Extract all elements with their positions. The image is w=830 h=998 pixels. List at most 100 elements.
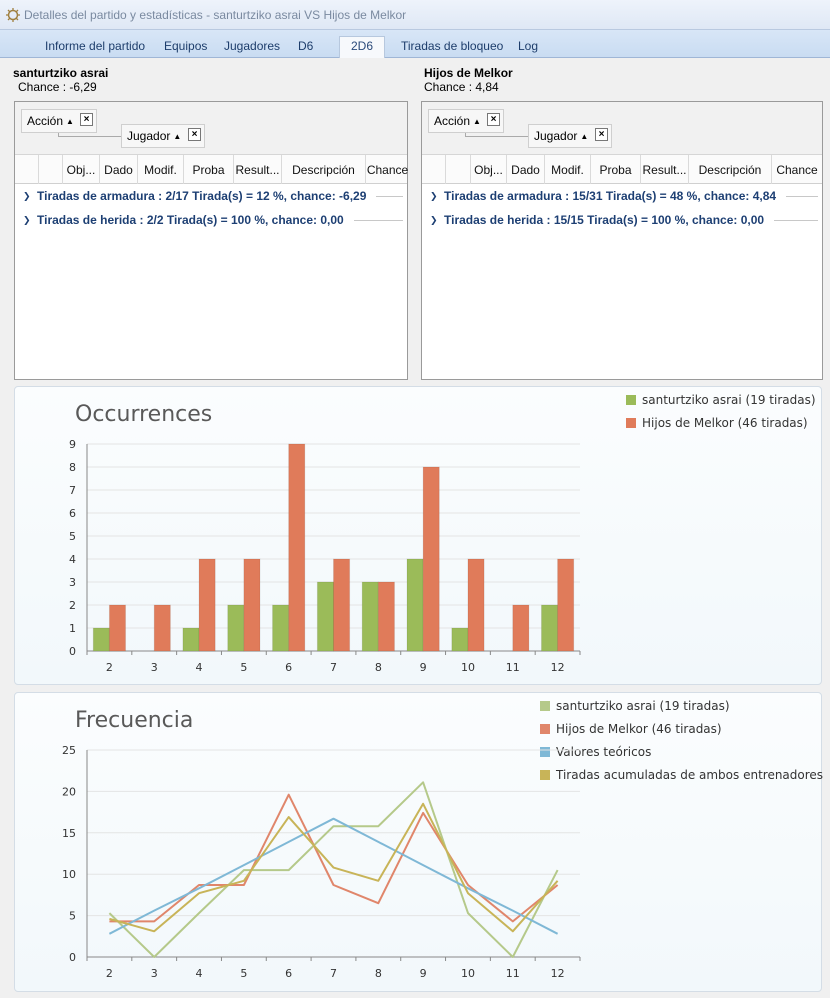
- x-tick-label: 10: [461, 661, 475, 674]
- group-row-armadura[interactable]: ❯ Tiradas de armadura : 15/31 Tirada(s) …: [422, 185, 822, 207]
- bar: [422, 466, 440, 652]
- legend-item: Tiradas acumuladas de ambos entrenadores: [540, 768, 823, 782]
- y-tick-label: 1: [69, 622, 76, 635]
- group-row-divider: [353, 219, 403, 221]
- tab-bar: Informe del partido Equipos Jugadores D6…: [0, 30, 830, 58]
- bar: [198, 558, 216, 652]
- group-chip-accion[interactable]: Acción ▲ ×: [428, 109, 504, 133]
- column-header-chance[interactable]: Chance: [776, 162, 818, 177]
- chevron-down-icon[interactable]: ❯: [430, 190, 438, 201]
- column-header-modif[interactable]: Modif.: [545, 155, 591, 184]
- group-row-divider: [774, 219, 818, 221]
- legend-swatch: [540, 747, 550, 757]
- legend-swatch: [626, 395, 636, 405]
- legend-swatch: [626, 418, 636, 428]
- close-icon[interactable]: ×: [487, 113, 500, 126]
- close-icon[interactable]: ×: [188, 128, 201, 141]
- sort-up-icon: ▲: [66, 116, 74, 126]
- column-header-obj[interactable]: Obj...: [471, 155, 507, 184]
- x-tick-label: 9: [420, 967, 427, 980]
- legend-swatch: [540, 701, 550, 711]
- chevron-down-icon[interactable]: ❯: [23, 190, 31, 201]
- team-name-away: Hijos de Melkor: [424, 66, 513, 80]
- group-row-herida[interactable]: ❯ Tiradas de herida : 15/15 Tirada(s) = …: [422, 209, 822, 231]
- bar: [377, 581, 395, 652]
- y-tick-label: 5: [69, 910, 76, 923]
- y-tick-label: 6: [69, 507, 76, 520]
- bar: [512, 604, 530, 652]
- legend-label: Hijos de Melkor (46 tiradas): [556, 722, 722, 736]
- column-header-row: Obj... Dado Modif. Proba Result... Descr…: [15, 155, 409, 184]
- y-tick-label: 4: [69, 553, 76, 566]
- occurrences-chart-panel: Occurrences santurtziko asrai (19 tirada…: [14, 386, 822, 685]
- column-header-dado[interactable]: Dado: [100, 155, 138, 184]
- column-header-row: Obj... Dado Modif. Proba Result... Descr…: [422, 155, 822, 184]
- x-tick-label: 11: [506, 661, 520, 674]
- frecuencia-chart: 0 5 10 15 20 25 2 3 4 5 6 7 8 9 10 11 12: [62, 744, 581, 980]
- group-row-armadura[interactable]: ❯ Tiradas de armadura : 2/17 Tirada(s) =…: [15, 185, 407, 207]
- y-tick-label: 9: [69, 438, 76, 451]
- bar: [108, 604, 127, 652]
- x-tick-label: 11: [506, 967, 520, 980]
- column-header-descripcion[interactable]: Descripción: [282, 155, 366, 184]
- bar: [540, 604, 559, 652]
- x-tick-label: 10: [461, 967, 475, 980]
- legend-item: santurtziko asrai (19 tiradas): [540, 699, 730, 713]
- legend-label: Tiradas acumuladas de ambos entrenadores: [556, 768, 824, 782]
- tab-equipos[interactable]: Equipos: [164, 39, 208, 53]
- group-row-divider: [786, 195, 818, 197]
- tab-log[interactable]: Log: [518, 39, 539, 53]
- team-chance-home: Chance : -6,29: [18, 80, 97, 94]
- tab-jugadores[interactable]: Jugadores: [224, 39, 281, 53]
- tab-tiradas-de-bloqueo[interactable]: Tiradas de bloqueo: [401, 39, 504, 53]
- legend-label: santurtziko asrai (19 tiradas): [642, 393, 816, 407]
- x-tick-label: 8: [375, 661, 382, 674]
- column-header-modif[interactable]: Modif.: [138, 155, 184, 184]
- column-indent: [422, 155, 446, 184]
- app-icon: [6, 7, 20, 22]
- column-header-proba[interactable]: Proba: [591, 155, 641, 184]
- window-title: Detalles del partido y estadísticas - sa…: [24, 7, 407, 22]
- team-chance-away: Chance : 4,84: [424, 80, 499, 94]
- series-line: [108, 817, 559, 935]
- y-tick-label: 7: [69, 484, 76, 497]
- x-tick-label: 12: [551, 661, 565, 674]
- series-line: [109, 802, 559, 933]
- bar: [227, 604, 245, 652]
- chevron-down-icon[interactable]: ❯: [430, 214, 438, 225]
- bar: [92, 627, 110, 652]
- sort-up-icon: ▲: [580, 131, 589, 141]
- chevron-down-icon[interactable]: ❯: [23, 214, 31, 225]
- y-tick-label: 0: [69, 645, 76, 658]
- group-row-label: Tiradas de herida : 2/2 Tirada(s) = 100 …: [37, 213, 344, 227]
- sort-up-icon: ▲: [473, 116, 481, 126]
- group-connector: [58, 133, 121, 137]
- group-chip-jugador[interactable]: Jugador ▲ ×: [528, 124, 612, 148]
- column-indent: [15, 155, 39, 184]
- tab-d6[interactable]: D6: [298, 39, 314, 53]
- series-line: [109, 793, 559, 923]
- bar: [153, 604, 171, 652]
- x-tick-label: 6: [285, 967, 292, 980]
- group-chip-accion[interactable]: Acción ▲ ×: [21, 109, 97, 133]
- close-icon[interactable]: ×: [80, 113, 93, 126]
- group-row-label: Tiradas de armadura : 15/31 Tirada(s) = …: [444, 189, 777, 203]
- column-header-result[interactable]: Result...: [641, 155, 689, 184]
- column-header-result[interactable]: Result...: [234, 155, 282, 184]
- legend-label: santurtziko asrai (19 tiradas): [556, 699, 730, 713]
- group-chip-jugador[interactable]: Jugador ▲ ×: [121, 124, 205, 148]
- tab-2d6[interactable]: 2D6: [339, 36, 385, 58]
- column-header-descripcion[interactable]: Descripción: [689, 155, 772, 184]
- column-header-proba[interactable]: Proba: [184, 155, 234, 184]
- column-header-chance[interactable]: Chance: [366, 162, 409, 177]
- legend-swatch: [540, 770, 550, 780]
- series-line: [108, 781, 559, 958]
- legend-label: Hijos de Melkor (46 tiradas): [642, 416, 808, 430]
- column-indent: [446, 155, 471, 184]
- x-tick-label: 8: [375, 967, 382, 980]
- group-row-herida[interactable]: ❯ Tiradas de herida : 2/2 Tirada(s) = 10…: [15, 209, 407, 231]
- close-icon[interactable]: ×: [595, 128, 608, 141]
- tab-informe-del-partido[interactable]: Informe del partido: [45, 39, 146, 53]
- column-header-dado[interactable]: Dado: [507, 155, 545, 184]
- column-header-obj[interactable]: Obj...: [63, 155, 100, 184]
